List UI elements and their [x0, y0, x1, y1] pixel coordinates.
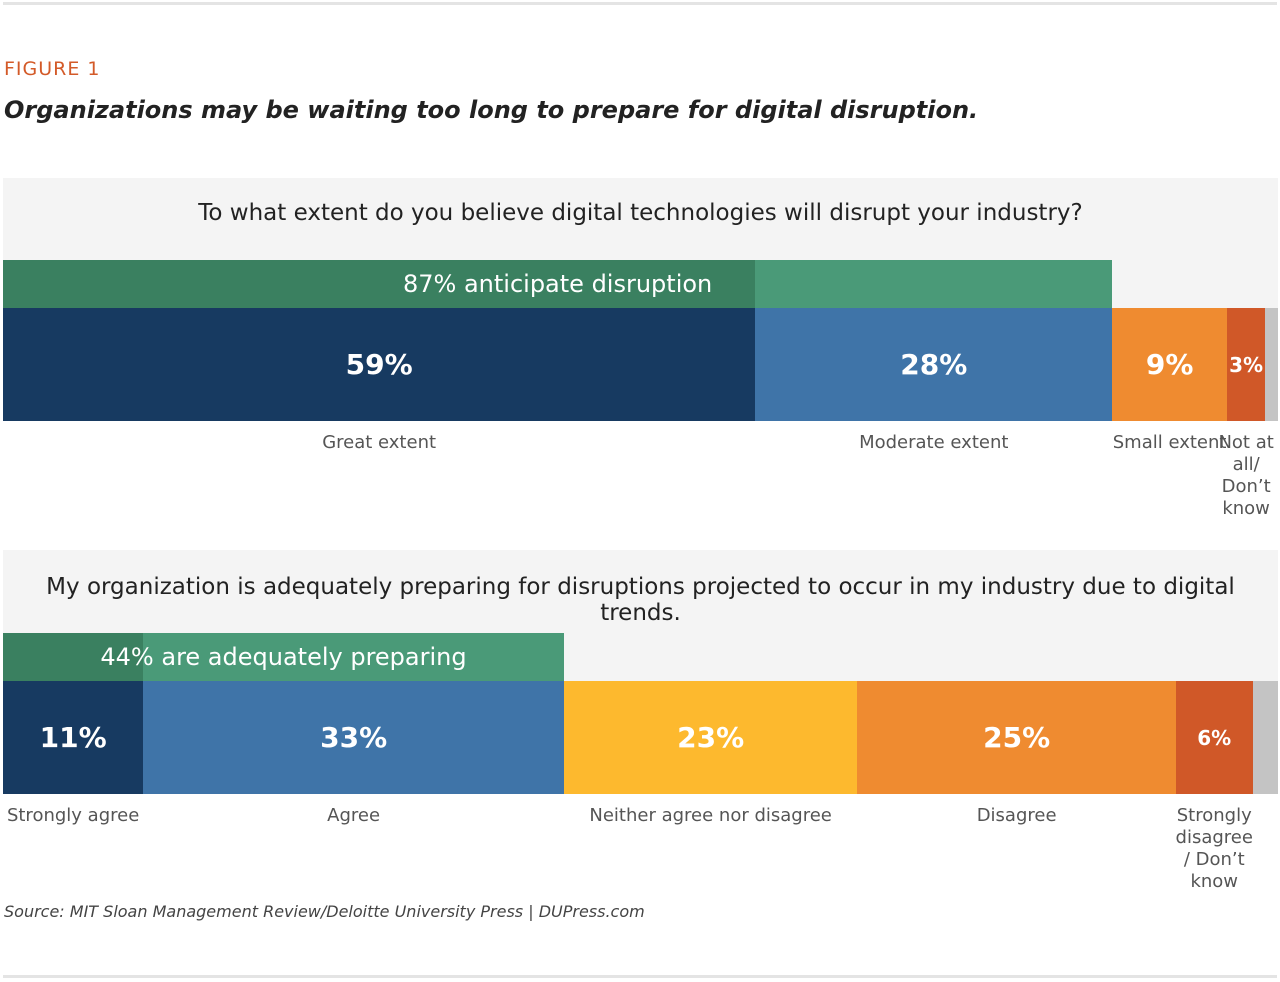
category-label: Disagree — [976, 805, 1057, 826]
data-label: 3% — [1229, 352, 1264, 377]
bracket-band — [3, 260, 756, 308]
category-label: Moderate extent — [859, 432, 1009, 453]
bar-segment: 25% — [857, 681, 1176, 794]
source-note: Source: MIT Sloan Management Review/Delo… — [4, 902, 645, 921]
data-label: 23% — [677, 721, 745, 754]
chart-1-title: To what extent do you believe digital te… — [198, 200, 1083, 226]
bar-segment: 59% — [3, 308, 756, 421]
bar-segment: 33% — [143, 681, 564, 794]
bracket-band — [755, 260, 1113, 308]
chart-2-title: My organization is adequately preparing … — [46, 574, 1235, 626]
bar-segment: 28% — [755, 308, 1113, 421]
figure-title: Organizations may be waiting too long to… — [4, 96, 979, 124]
data-label: 9% — [1145, 348, 1194, 381]
category-label: Small extent — [1112, 432, 1227, 453]
bracket-band — [143, 633, 564, 681]
bar-segment: 11% — [3, 681, 144, 794]
remainder-segment — [1265, 308, 1278, 421]
bar-segment: 3% — [1227, 308, 1266, 421]
figure-label: FIGURE 1 — [4, 58, 101, 80]
data-label: 11% — [39, 721, 107, 754]
data-label: 25% — [983, 721, 1051, 754]
bracket-label: 44% are adequately preparing — [100, 643, 467, 671]
category-label: Not at all/ Don’t know — [1218, 432, 1274, 519]
data-label: 59% — [345, 348, 413, 381]
bracket-band — [3, 633, 144, 681]
top-rule — [3, 2, 1277, 5]
bracket-label: 87% anticipate disruption — [402, 270, 713, 298]
bar-segment: 6% — [1176, 681, 1253, 794]
data-label: 6% — [1197, 725, 1232, 750]
category-label: Agree — [327, 805, 381, 826]
bar-segment: 23% — [564, 681, 858, 794]
remainder-segment — [1252, 681, 1278, 794]
category-label: Strongly disagree / Don’t know — [1175, 805, 1253, 892]
bottom-rule — [3, 975, 1277, 978]
category-label: Strongly agree — [6, 805, 140, 826]
category-label: Neither agree nor disagree — [589, 805, 832, 826]
data-label: 28% — [900, 348, 968, 381]
category-label: Great extent — [322, 432, 437, 453]
bar-segment: 9% — [1112, 308, 1227, 421]
data-label: 33% — [320, 721, 388, 754]
